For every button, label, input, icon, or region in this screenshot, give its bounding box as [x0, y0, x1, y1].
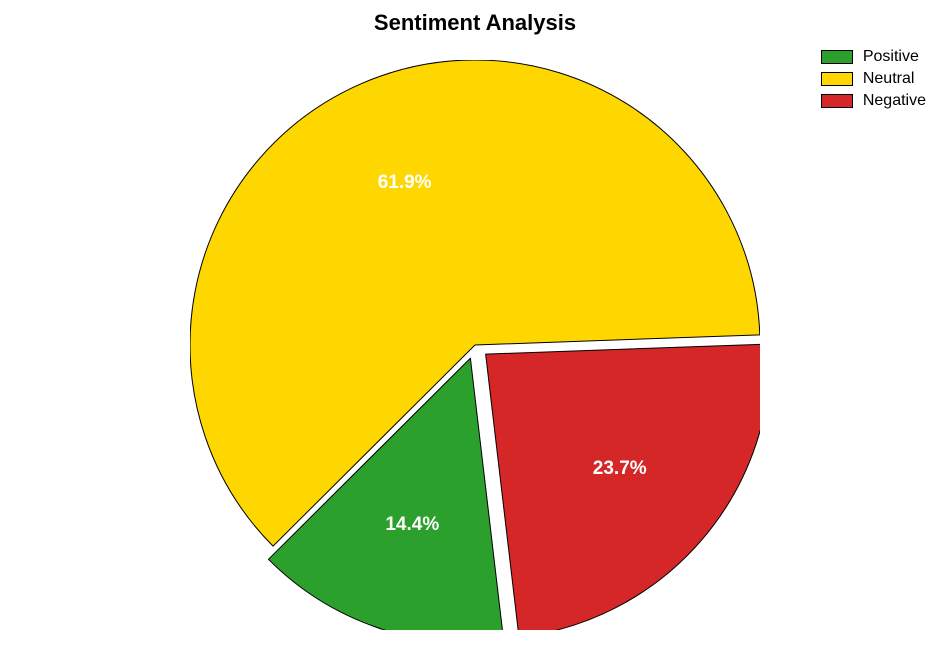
legend-swatch-positive: [821, 50, 853, 64]
legend-label-negative: Negative: [863, 92, 926, 110]
pie-chart: 14.4% 61.9% 23.7%: [190, 60, 760, 630]
pie-slice-negative: [486, 344, 760, 630]
legend-swatch-negative: [821, 94, 853, 108]
legend-item-positive: Positive: [821, 48, 926, 66]
legend-label-positive: Positive: [863, 48, 919, 66]
chart-title: Sentiment Analysis: [374, 10, 576, 36]
slice-label-negative: 23.7%: [593, 458, 647, 479]
pie-svg: 14.4% 61.9% 23.7%: [190, 60, 760, 630]
legend: Positive Neutral Negative: [821, 48, 926, 114]
legend-item-negative: Negative: [821, 92, 926, 110]
legend-label-neutral: Neutral: [863, 70, 915, 88]
slice-label-positive: 14.4%: [385, 514, 439, 535]
legend-swatch-neutral: [821, 72, 853, 86]
legend-item-neutral: Neutral: [821, 70, 926, 88]
slice-label-neutral: 61.9%: [378, 172, 432, 193]
